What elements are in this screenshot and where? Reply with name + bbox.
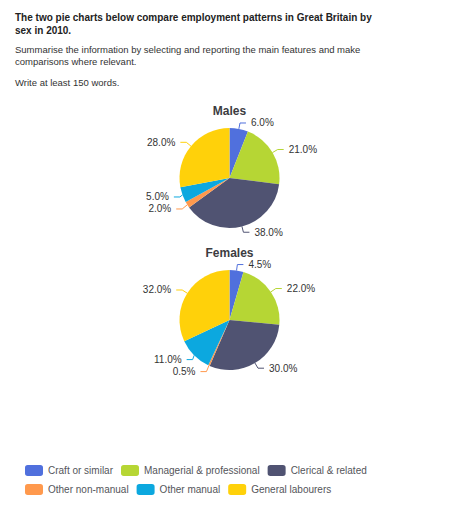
svg-text:The two pie charts below compa: The two pie charts below compare employm… [15,12,372,23]
svg-text:Males: Males [213,104,247,118]
svg-text:2.0%: 2.0% [148,203,171,214]
svg-text:5.0%: 5.0% [146,191,169,202]
svg-text:28.0%: 28.0% [147,137,175,148]
svg-text:38.0%: 38.0% [254,227,282,238]
svg-text:Females: Females [205,246,253,260]
svg-text:General labourers: General labourers [251,484,331,495]
svg-text:Other manual: Other manual [160,484,221,495]
svg-text:6.0%: 6.0% [251,117,274,128]
svg-text:sex in 2010.: sex in 2010. [15,25,71,36]
svg-text:30.0%: 30.0% [269,363,297,374]
svg-text:Other non-manual: Other non-manual [48,484,129,495]
svg-text:comparisons where relevant.: comparisons where relevant. [15,56,136,67]
svg-text:4.5%: 4.5% [248,259,271,270]
svg-text:22.0%: 22.0% [287,283,315,294]
svg-text:Craft or similar: Craft or similar [48,465,114,476]
svg-text:0.5%: 0.5% [173,366,196,377]
svg-text:Clerical & related: Clerical & related [291,465,367,476]
svg-text:Write at least 150 words.: Write at least 150 words. [15,77,119,88]
svg-text:11.0%: 11.0% [154,354,182,365]
svg-text:32.0%: 32.0% [143,284,171,295]
svg-text:21.0%: 21.0% [289,144,317,155]
svg-text:Managerial & professional: Managerial & professional [144,465,260,476]
svg-text:Summarise the information by s: Summarise the information by selecting a… [15,44,360,55]
